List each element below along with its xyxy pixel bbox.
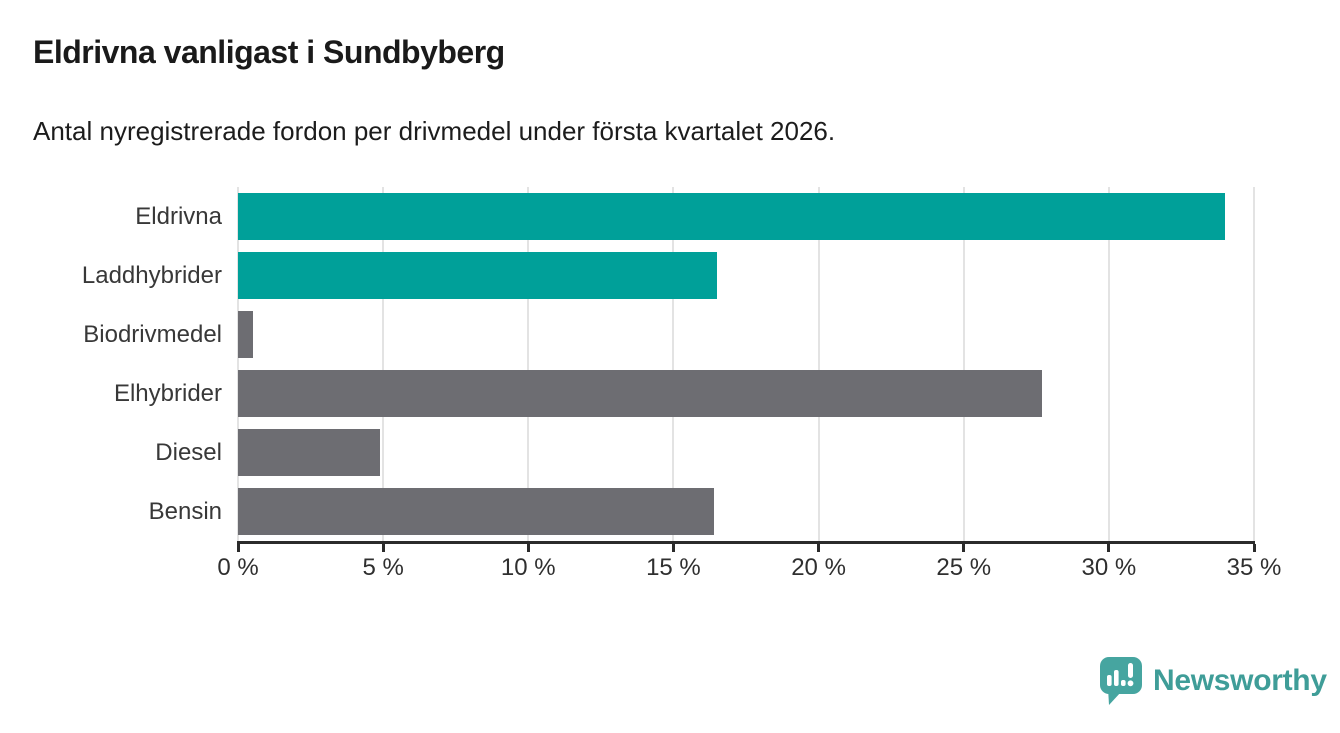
category-label: Diesel	[155, 438, 222, 466]
x-tick-label: 20 %	[791, 554, 846, 581]
x-tick-mark	[817, 544, 821, 552]
bar-row: Elhybrider	[0, 364, 1254, 423]
bar-diesel	[238, 429, 381, 476]
x-tick-mark	[1252, 544, 1256, 552]
chart-title: Eldrivna vanligast i Sundbyberg	[33, 34, 505, 70]
newsworthy-logo-icon	[1100, 657, 1142, 705]
x-tick-mark	[962, 544, 966, 552]
bar-row: Eldrivna	[0, 187, 1254, 246]
gridline	[527, 187, 530, 541]
x-tick-label: 5 %	[362, 554, 404, 581]
bar-row: Diesel	[0, 423, 1254, 482]
x-tick-mark	[526, 544, 530, 552]
x-tick-mark	[671, 544, 675, 552]
newsworthy-wordmark: Newsworthy	[1153, 664, 1327, 697]
bar-eldrivna	[238, 193, 1225, 240]
x-tick-mark	[381, 544, 385, 552]
bar-chart: 0 % 5 % 10 % 15 % 20 % 25 % 30 % 35 % El…	[0, 187, 1281, 581]
bar-track	[238, 311, 1254, 358]
category-label: Bensin	[148, 497, 222, 525]
x-tick-label: 0 %	[217, 554, 259, 581]
bar-laddhybrider	[238, 252, 717, 299]
bar-row: Biodrivmedel	[0, 305, 1254, 364]
plot-area: 0 % 5 % 10 % 15 % 20 % 25 % 30 % 35 %	[217, 187, 1281, 581]
x-tick-label: 15 %	[646, 554, 701, 581]
category-label: Eldrivna	[135, 202, 222, 230]
bar-bensin	[238, 488, 715, 535]
category-label: Elhybrider	[113, 379, 222, 407]
bar-track	[238, 252, 1254, 299]
bar-track	[238, 488, 1254, 535]
bar-track	[238, 193, 1254, 240]
gridline	[1107, 187, 1110, 541]
x-tick-label: 10 %	[500, 554, 556, 581]
x-tick-mark	[1107, 544, 1111, 552]
category-label: Laddhybrider	[81, 261, 222, 289]
gridline	[1253, 187, 1255, 541]
x-tick-label: 30 %	[1081, 554, 1137, 581]
gridline	[382, 187, 385, 541]
gridline	[237, 187, 239, 541]
gridline	[962, 187, 965, 541]
x-tick-label: 35 %	[1226, 554, 1282, 581]
bar-row: Laddhybrider	[0, 246, 1254, 305]
bar-track	[238, 370, 1254, 417]
bar-elhybrider	[238, 370, 1043, 417]
category-label: Biodrivmedel	[83, 320, 222, 348]
gridline	[817, 187, 820, 541]
chart-subtitle: Antal nyregistrerade fordon per drivmede…	[33, 116, 836, 146]
bar-track	[238, 429, 1254, 476]
x-tick-mark	[236, 544, 240, 552]
x-tick-label: 25 %	[936, 554, 992, 581]
bar-row: Bensin	[0, 482, 1254, 541]
x-axis-line	[237, 541, 1255, 544]
newsworthy-branding: Newsworthy	[1098, 655, 1327, 707]
bar-biodrivmedel	[238, 311, 253, 358]
bar-rows: Eldrivna Laddhybrider Biodrivmedel Elhyb…	[0, 187, 1254, 541]
gridline	[672, 187, 675, 541]
